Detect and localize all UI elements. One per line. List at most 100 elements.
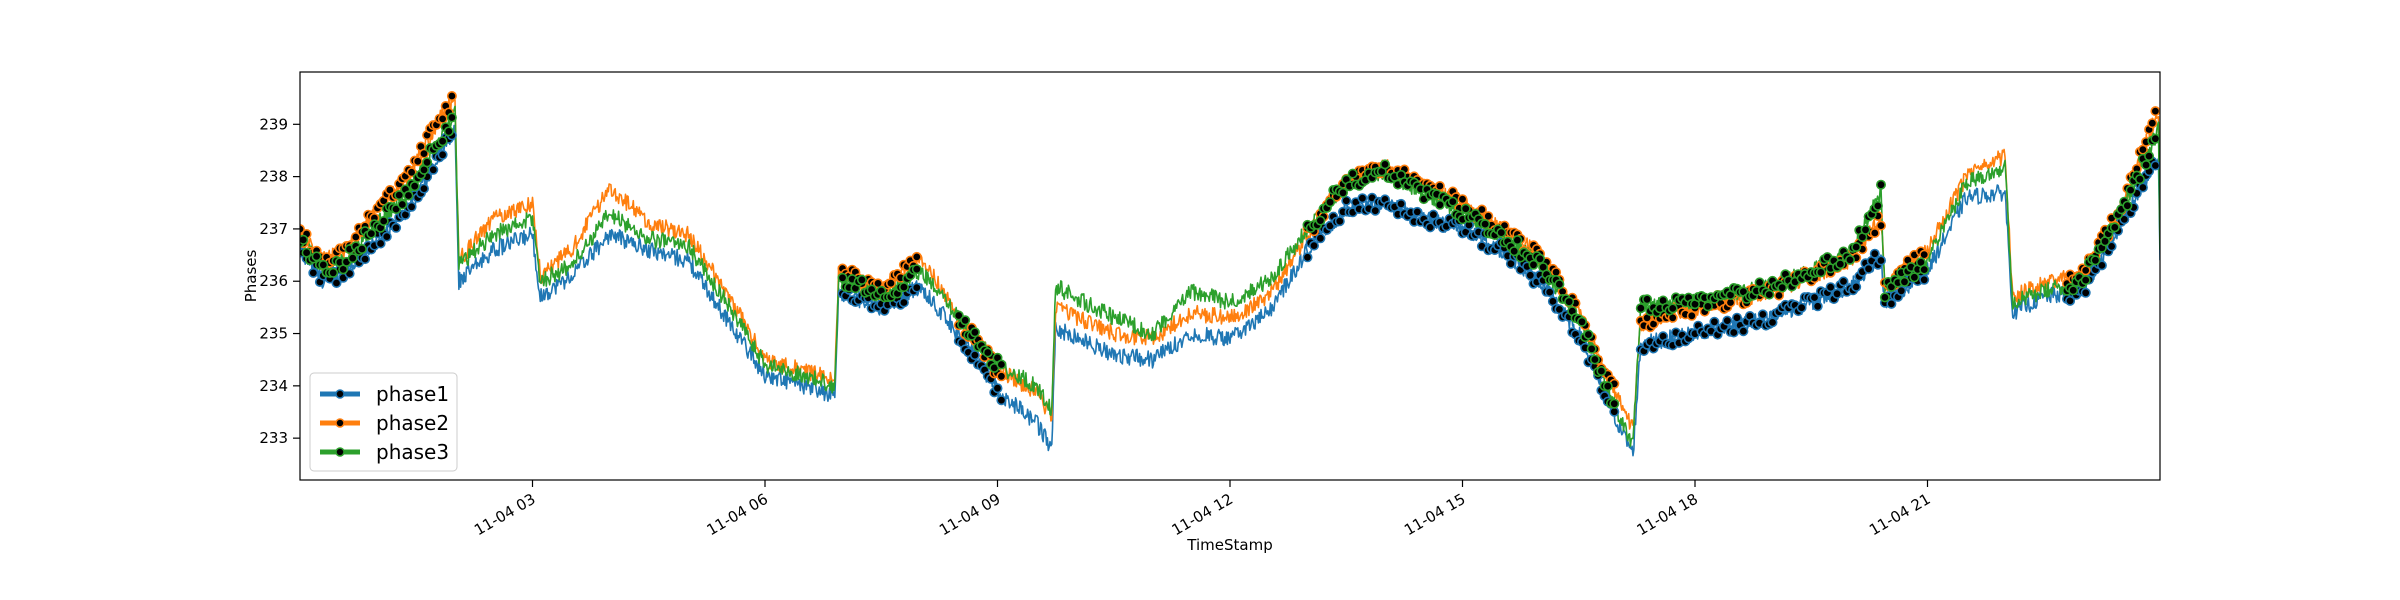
marker-phase1 — [2150, 160, 2160, 171]
marker-phase3 — [2150, 133, 2160, 144]
marker-phase1 — [381, 231, 392, 242]
marker-phase1 — [1396, 198, 1407, 209]
marker-phase1 — [331, 277, 342, 288]
y-tick-label: 233 — [259, 429, 288, 447]
marker-phase1 — [992, 383, 1003, 394]
marker-phase3 — [1702, 301, 1713, 312]
marker-phase1 — [1302, 252, 1313, 263]
marker-phase3 — [437, 136, 448, 147]
marker-phase2 — [1434, 181, 1445, 192]
marker-phase1 — [2080, 287, 2091, 298]
legend-marker-phase1 — [335, 389, 345, 399]
marker-phase3 — [856, 274, 867, 285]
marker-phase3 — [446, 112, 457, 123]
marker-phase1 — [1812, 301, 1823, 312]
marker-phase1 — [1738, 326, 1749, 337]
marker-phase3 — [328, 267, 339, 278]
marker-phase3 — [409, 181, 420, 192]
y-tick-label: 237 — [259, 220, 288, 238]
marker-phase3 — [1596, 365, 1607, 376]
marker-phase3 — [2109, 222, 2120, 233]
marker-phase3 — [366, 228, 377, 239]
marker-phase3 — [969, 327, 980, 338]
marker-phase3 — [982, 347, 993, 358]
marker-phase3 — [397, 199, 408, 210]
marker-phase1 — [2119, 214, 2130, 225]
marker-phase2 — [885, 278, 896, 289]
marker-phase1 — [1767, 317, 1778, 328]
marker-phase1 — [1825, 282, 1836, 293]
marker-phase3 — [1851, 242, 1862, 253]
marker-phase3 — [1872, 200, 1883, 211]
marker-phase1 — [1709, 316, 1720, 327]
marker-phase1 — [1796, 302, 1807, 313]
marker-phase1 — [1757, 309, 1768, 320]
marker-phase3 — [2068, 285, 2079, 296]
marker-phase3 — [1315, 215, 1326, 226]
marker-phase1 — [1544, 287, 1555, 298]
marker-phase3 — [443, 126, 454, 137]
marker-phase1 — [1876, 255, 1887, 266]
legend-label-phase3: phase3 — [376, 440, 449, 464]
marker-phase1 — [1919, 274, 1930, 285]
marker-phase3 — [1583, 329, 1594, 340]
marker-phase3 — [953, 310, 964, 321]
y-tick-label: 239 — [259, 115, 288, 133]
marker-phase3 — [347, 253, 358, 264]
marker-phase3 — [1554, 279, 1565, 290]
marker-phase1 — [2137, 182, 2148, 193]
marker-phase3 — [1919, 264, 1930, 275]
marker-phase1 — [1832, 288, 1843, 299]
marker-phase3 — [1667, 303, 1678, 314]
marker-phase3 — [1380, 159, 1391, 170]
marker-phase1 — [360, 254, 371, 265]
marker-phase1 — [1722, 315, 1733, 326]
marker-phase3 — [1609, 398, 1620, 409]
marker-phase3 — [2080, 275, 2091, 286]
marker-phase2 — [996, 371, 1007, 382]
marker-phase1 — [1609, 406, 1620, 417]
marker-phase3 — [378, 216, 389, 227]
marker-phase3 — [1586, 343, 1597, 354]
marker-phase3 — [2141, 160, 2152, 171]
legend-box — [309, 372, 458, 472]
marker-phase3 — [1589, 354, 1600, 365]
plot-area — [300, 91, 2160, 457]
marker-phase1 — [1309, 240, 1320, 251]
marker-phase1 — [1869, 248, 1880, 259]
y-tick-label: 234 — [259, 377, 288, 395]
marker-phase1 — [1412, 206, 1423, 217]
marker-phase3 — [1535, 253, 1546, 264]
marker-phase2 — [1876, 220, 1887, 231]
marker-phase3 — [1325, 197, 1336, 208]
marker-phase3 — [837, 272, 848, 283]
legend-label-phase2: phase2 — [376, 411, 449, 435]
marker-phase3 — [2144, 151, 2155, 162]
marker-phase3 — [1338, 187, 1349, 198]
marker-phase3 — [422, 157, 433, 168]
marker-phase3 — [1815, 267, 1826, 278]
y-axis-label: Phases — [242, 250, 260, 303]
marker-phase3 — [1480, 219, 1491, 230]
marker-phase3 — [1460, 203, 1471, 214]
marker-phase1 — [406, 201, 417, 212]
marker-phase2 — [437, 113, 448, 124]
marker-phase3 — [394, 190, 405, 201]
marker-phase3 — [1879, 292, 1890, 303]
marker-phase2 — [406, 167, 417, 178]
marker-phase1 — [1525, 270, 1536, 281]
marker-phase1 — [1334, 216, 1345, 227]
marker-phase1 — [1428, 209, 1439, 220]
marker-phase1 — [969, 350, 980, 361]
marker-phase2 — [2150, 106, 2160, 117]
marker-phase1 — [1315, 233, 1326, 244]
legend-marker-phase3 — [335, 447, 345, 457]
marker-phase3 — [911, 264, 922, 275]
marker-phase3 — [403, 190, 414, 201]
marker-phase3 — [1528, 259, 1539, 270]
marker-phase3 — [1602, 381, 1613, 392]
marker-phase2 — [2147, 118, 2158, 129]
marker-phase2 — [350, 232, 361, 243]
marker-phase2 — [2080, 265, 2091, 276]
marker-phase1 — [911, 282, 922, 293]
